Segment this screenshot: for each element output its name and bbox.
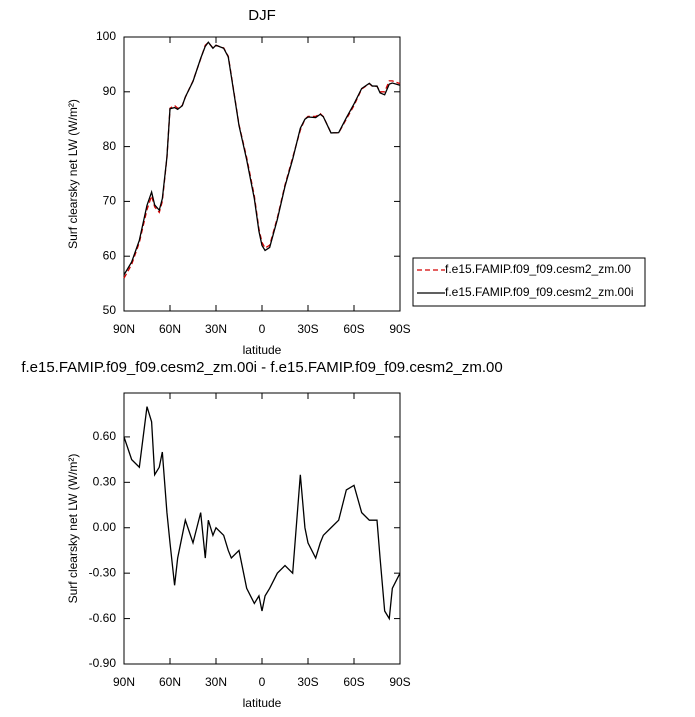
x-tick-label: 90S — [389, 322, 410, 336]
data-line — [123, 41, 401, 276]
y-tick-label: 100 — [96, 29, 116, 43]
x-tick-label: 30S — [297, 322, 318, 336]
x-tick-label: 60N — [159, 322, 181, 336]
x-tick-label: 60N — [159, 675, 181, 689]
x-tick-label: 60S — [343, 322, 364, 336]
data-line — [123, 406, 401, 621]
y-axis-label: Surf clearsky net LW (W/m²) — [66, 99, 80, 249]
y-tick-label: 60 — [103, 248, 117, 262]
y-axis-label: Surf clearsky net LW (W/m²) — [66, 454, 80, 604]
y-tick-label: 0.60 — [93, 429, 117, 443]
x-axis-label: latitude — [243, 343, 282, 357]
x-tick-label: 0 — [259, 675, 266, 689]
x-tick-label: 30N — [205, 675, 227, 689]
y-tick-label: 90 — [103, 84, 117, 98]
y-tick-label: 0.30 — [93, 474, 117, 488]
x-axis-label: latitude — [243, 696, 282, 710]
x-tick-label: 90N — [113, 322, 135, 336]
chart-title: f.e15.FAMIP.f09_f09.cesm2_zm.00i - f.e15… — [21, 359, 502, 376]
y-tick-label: 0.00 — [93, 520, 117, 534]
legend-label: f.e15.FAMIP.f09_f09.cesm2_zm.00i — [445, 285, 634, 299]
x-tick-label: 60S — [343, 675, 364, 689]
plot-frame — [123, 392, 401, 665]
y-tick-label: 50 — [103, 303, 117, 317]
y-tick-label: 70 — [103, 194, 117, 208]
y-tick-label: -0.90 — [89, 656, 117, 670]
x-tick-label: 30N — [205, 322, 227, 336]
x-tick-label: 90N — [113, 675, 135, 689]
x-tick-label: 30S — [297, 675, 318, 689]
legend-box — [412, 257, 646, 307]
y-tick-label: -0.30 — [89, 565, 117, 579]
x-tick-label: 0 — [259, 322, 266, 336]
y-tick-label: -0.60 — [89, 611, 117, 625]
chart-title: DJF — [248, 7, 276, 24]
legend-label: f.e15.FAMIP.f09_f09.cesm2_zm.00 — [445, 262, 631, 276]
y-tick-label: 80 — [103, 139, 117, 153]
x-tick-label: 90S — [389, 675, 410, 689]
plot-frame — [123, 36, 401, 312]
